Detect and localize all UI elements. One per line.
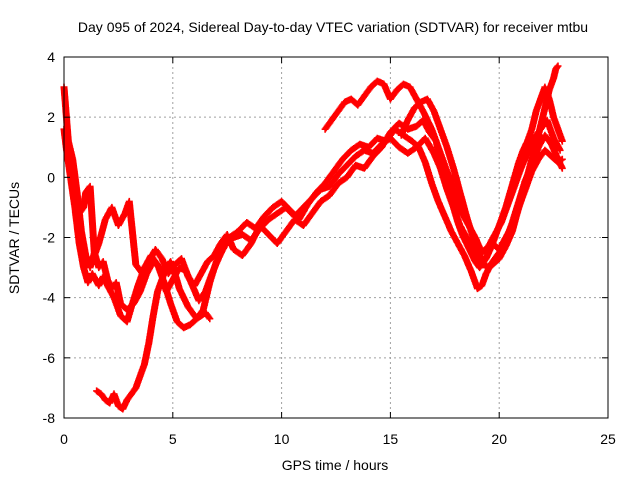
y-tick-label: -8	[43, 410, 56, 426]
series-points	[93, 258, 214, 413]
x-tick-label: 20	[491, 431, 507, 447]
x-tick-label: 0	[60, 431, 68, 447]
series-trace-5	[321, 77, 566, 272]
y-tick-label: -6	[43, 350, 56, 366]
chart-title: Day 095 of 2024, Sidereal Day-to-day VTE…	[78, 19, 588, 35]
x-tick-label: 5	[169, 431, 177, 447]
y-axis-label: SDTVAR / TECUs	[6, 182, 22, 294]
series-points	[321, 77, 566, 272]
y-tick-label: -4	[43, 290, 56, 306]
series-trace-6	[397, 62, 562, 272]
axis-ticks: 0 5 10 15 20 25 -8 -6 -4 -2 0 2 4	[43, 49, 616, 447]
x-tick-label: 10	[274, 431, 290, 447]
series-points	[397, 62, 562, 272]
y-tick-label: 4	[47, 49, 55, 65]
x-tick-label: 25	[600, 431, 616, 447]
x-tick-label: 15	[383, 431, 399, 447]
series-trace-4	[93, 258, 214, 413]
x-axis-label: GPS time / hours	[282, 457, 389, 473]
y-tick-label: 0	[47, 169, 55, 185]
y-tick-label: 2	[47, 109, 55, 125]
y-tick-label: -2	[43, 230, 56, 246]
